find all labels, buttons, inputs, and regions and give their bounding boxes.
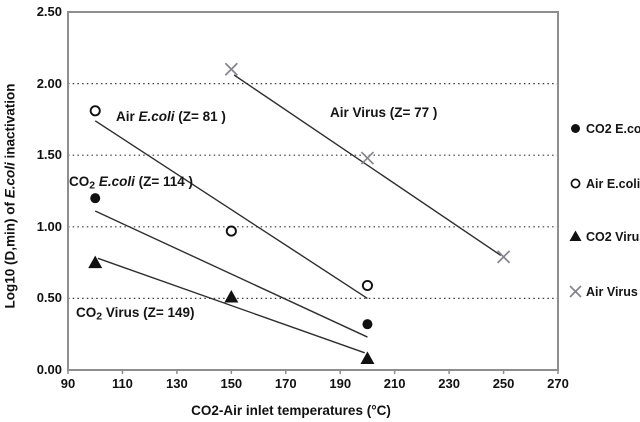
legend-item-co2-virus: CO2 Virus <box>568 229 640 244</box>
x-tick-label: 110 <box>111 376 133 391</box>
x-axis-title: CO2-Air inlet temperatures (°C) <box>191 403 391 418</box>
series-annotation: Air E.coli (Z= 81 ) <box>116 109 226 124</box>
plot-border <box>67 11 559 371</box>
x-tick-label: 190 <box>329 376 352 391</box>
open-circle-marker <box>89 105 101 117</box>
filled-triangle-marker <box>88 255 103 269</box>
legend-label: CO2 E.coli <box>586 121 640 136</box>
open-circle-marker <box>225 225 237 237</box>
x-cross-marker <box>224 62 238 76</box>
filled-triangle-marker <box>360 351 375 365</box>
y-axis-title: Log10 (D,min) of E.coli inactivation <box>2 83 18 309</box>
x-tick-label: 250 <box>492 376 515 391</box>
x-tick-label: 210 <box>383 376 406 391</box>
x-tick-label: 90 <box>60 376 76 391</box>
open-circle-marker <box>361 279 373 292</box>
legend-item-air-virus: Air Virus <box>568 284 638 299</box>
y-tick-label: 2.00 <box>36 75 62 91</box>
legend-label: CO2 Virus <box>586 229 640 244</box>
x-cross-marker <box>496 250 511 264</box>
filled-circle-marker <box>362 319 373 330</box>
legend-label: Air E.coli <box>586 176 640 191</box>
y-tick-label: 2.50 <box>36 4 62 19</box>
filled-circle-marker <box>90 193 101 204</box>
y-tick-label: 1.50 <box>36 147 62 163</box>
x-cross-marker <box>360 151 375 165</box>
x-tick-label: 170 <box>274 376 297 391</box>
trend-line-air-virus <box>233 74 502 257</box>
filled-circle-icon <box>571 124 580 133</box>
x-tick-label: 130 <box>166 376 188 391</box>
series-annotation: CO2 E.coli (Z= 114 ) <box>69 174 194 192</box>
trend-line-air-e-coli <box>94 120 368 299</box>
y-tick-label: 1.00 <box>36 218 62 234</box>
open-circle-icon <box>570 178 581 189</box>
filled-triangle-icon <box>569 230 582 241</box>
series-annotation: Air Virus (Z= 77 ) <box>330 105 438 120</box>
y-tick-label: 0.00 <box>36 362 62 377</box>
y-tick-label: 0.50 <box>36 290 62 306</box>
legend-item-air-e-coli: Air E.coli <box>568 176 640 191</box>
series-annotation: CO2 Virus (Z= 149) <box>76 305 195 323</box>
trend-line-co2-virus <box>97 257 365 354</box>
x-cross-icon <box>569 285 582 298</box>
trend-line-co2-e-coli <box>94 210 368 338</box>
legend-item-co2-e-coli: CO2 E.coli <box>568 121 640 136</box>
filled-triangle-marker <box>224 289 239 303</box>
x-tick-label: 270 <box>547 376 569 391</box>
legend-label: Air Virus <box>586 284 638 299</box>
x-tick-label: 230 <box>438 376 460 391</box>
chart-legend: CO2 E.coli Air E.coli CO2 Virus Air Virus <box>568 0 640 422</box>
x-tick-label: 150 <box>220 376 243 391</box>
